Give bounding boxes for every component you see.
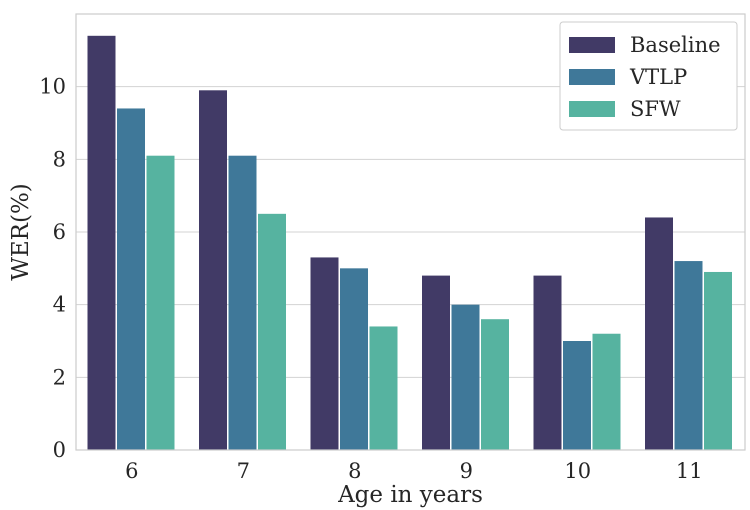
y-tick-label: 10 xyxy=(39,75,66,99)
legend-swatch-baseline xyxy=(569,37,615,53)
bar-vtlp-8 xyxy=(340,268,368,450)
bar-vtlp-10 xyxy=(563,341,591,450)
bar-baseline-7 xyxy=(199,90,227,451)
legend-label-baseline: Baseline xyxy=(630,33,721,57)
bar-vtlp-9 xyxy=(451,304,480,450)
y-tick-label: 6 xyxy=(53,220,66,244)
bar-baseline-11 xyxy=(645,217,673,450)
bar-sfw-8 xyxy=(369,326,398,450)
bar-sfw-11 xyxy=(704,271,732,450)
bar-baseline-9 xyxy=(422,275,450,450)
bar-vtlp-6 xyxy=(117,108,145,450)
plot-frame xyxy=(75,13,746,451)
grid-lines xyxy=(76,86,745,451)
y-axis-label: WER(%) xyxy=(8,183,34,281)
bar-baseline-6 xyxy=(87,35,116,451)
x-tick-label: 8 xyxy=(348,459,361,483)
legend-swatch-vtlp xyxy=(569,69,615,85)
y-tick-label: 4 xyxy=(53,293,66,317)
bars xyxy=(87,35,732,451)
bar-baseline-10 xyxy=(533,275,562,450)
y-tick-label: 8 xyxy=(53,147,66,171)
x-tick-label: 7 xyxy=(237,459,250,483)
bar-vtlp-7 xyxy=(228,155,257,450)
bar-sfw-9 xyxy=(481,319,509,450)
legend-label-vtlp: VTLP xyxy=(629,65,687,89)
legend-label-sfw: SFW xyxy=(630,97,681,121)
x-tick-labels: 6 7 8 9 10 11 xyxy=(125,459,703,483)
bar-vtlp-11 xyxy=(674,261,703,450)
axes xyxy=(75,13,746,451)
bar-sfw-10 xyxy=(592,333,621,450)
x-tick-label: 10 xyxy=(564,459,591,483)
x-axis-label: Age in years xyxy=(337,482,483,508)
legend: Baseline VTLP SFW xyxy=(559,21,738,131)
y-tick-label: 0 xyxy=(53,438,66,462)
bar-sfw-6 xyxy=(146,155,175,450)
x-tick-label: 6 xyxy=(125,459,138,483)
y-tick-labels: 0 2 4 6 8 10 xyxy=(39,75,66,462)
y-tick-label: 2 xyxy=(53,365,66,389)
legend-swatch-sfw xyxy=(569,101,615,117)
x-tick-label: 11 xyxy=(676,459,703,483)
bar-baseline-8 xyxy=(310,257,339,450)
x-tick-label: 9 xyxy=(460,459,473,483)
bar-sfw-7 xyxy=(258,213,286,450)
